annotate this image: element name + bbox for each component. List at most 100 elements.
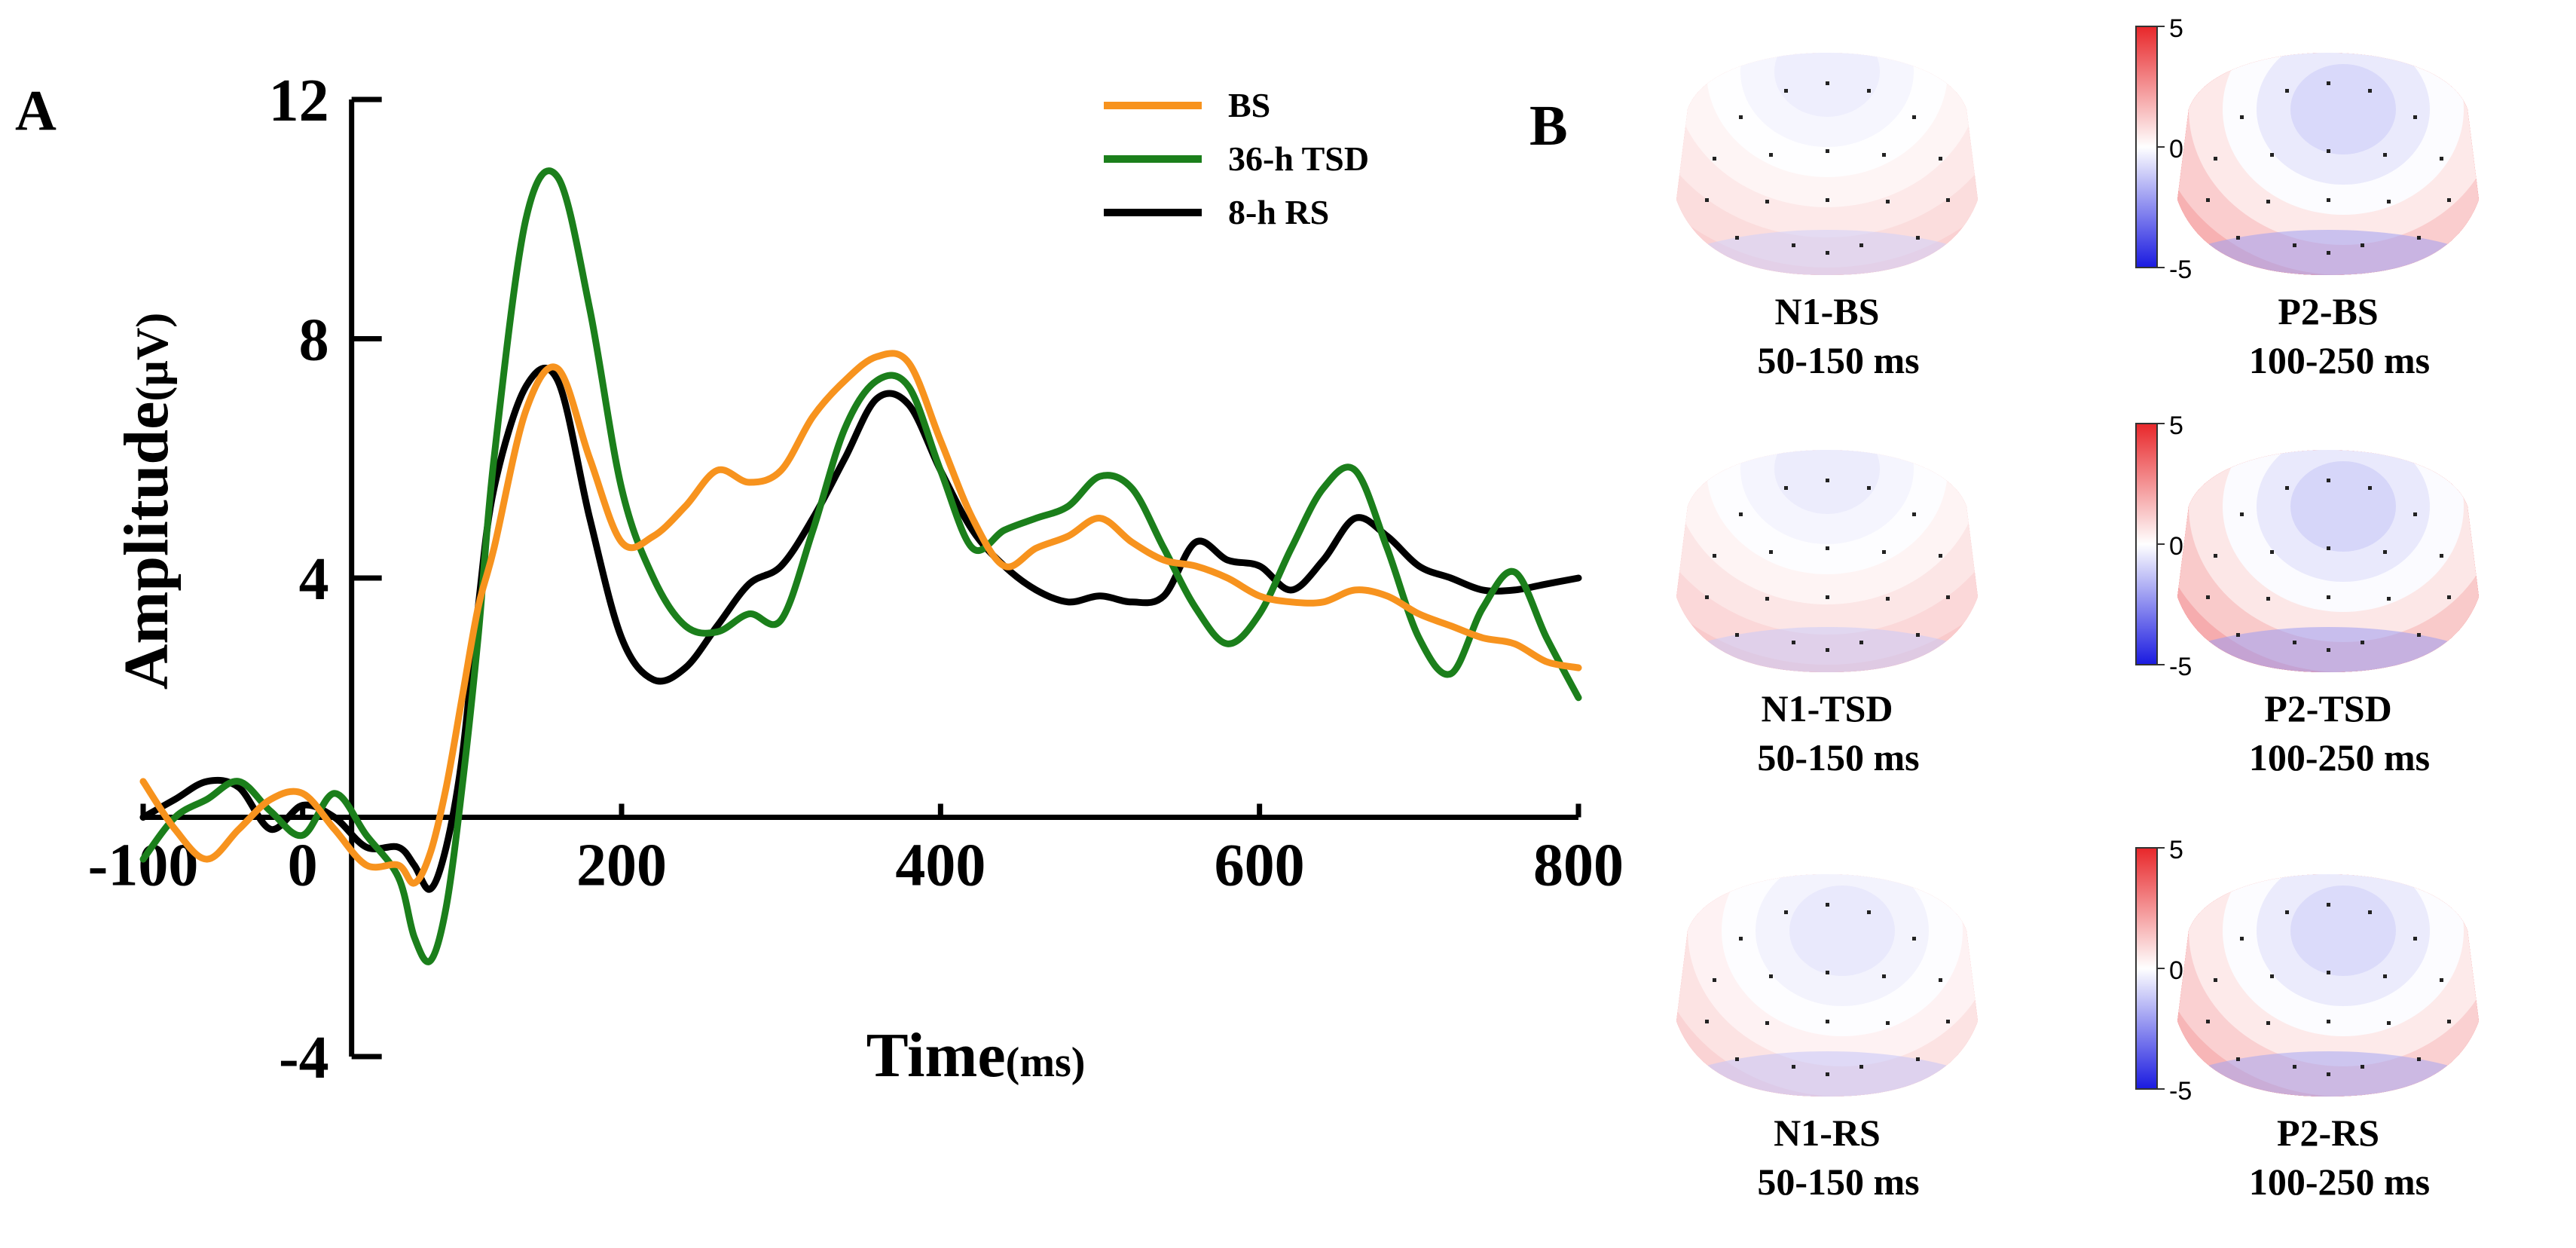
tick-marks: -4 4 8 12 -100 0 200 400 600 800 bbox=[88, 68, 1624, 1091]
topomap-n1-bs: 5 0 -5 N1-BS 50-150 ms bbox=[1676, 14, 2192, 381]
electrode-dot bbox=[2387, 1021, 2391, 1025]
x-tick-label: 400 bbox=[895, 833, 985, 899]
electrode-dot bbox=[2206, 595, 2210, 599]
topomap-band bbox=[1774, 450, 1880, 514]
topomap-band bbox=[2290, 886, 2396, 976]
electrode-dot bbox=[2293, 1065, 2296, 1069]
topomap-label: N1-RS bbox=[1774, 1112, 1881, 1154]
electrode-dot bbox=[2327, 149, 2330, 153]
electrode-dot bbox=[1946, 198, 1950, 202]
electrode-dot bbox=[2293, 243, 2296, 247]
electrode-dot bbox=[1912, 115, 1916, 119]
electrode-dot bbox=[2387, 597, 2391, 601]
electrode-dot bbox=[2440, 978, 2443, 982]
topomap-label: P2-RS bbox=[2277, 1112, 2379, 1154]
electrode-dot bbox=[2327, 595, 2330, 599]
topomap-field bbox=[1676, 450, 1978, 672]
electrode-dot bbox=[1826, 198, 1829, 202]
electrode-dot bbox=[1912, 937, 1916, 941]
electrode-dot bbox=[1765, 597, 1769, 601]
topomap-window: 100-250 ms bbox=[2249, 736, 2430, 778]
electrode-dot bbox=[2327, 251, 2330, 255]
electrode-dot bbox=[1735, 236, 1739, 240]
electrode-dot bbox=[2266, 1021, 2270, 1025]
electrode-dot bbox=[1826, 149, 1829, 153]
electrode-dot bbox=[2266, 200, 2270, 203]
electrode-dot bbox=[1735, 633, 1739, 637]
electrode-dot bbox=[2361, 641, 2364, 644]
electrode-dot bbox=[2240, 512, 2244, 516]
x-tick-label: 800 bbox=[1533, 833, 1624, 899]
electrode-dot bbox=[2327, 81, 2330, 85]
topomap-window: 100-250 ms bbox=[2249, 339, 2430, 381]
x-axis-unit: (ms) bbox=[1006, 1039, 1086, 1086]
topomap-label: N1-BS bbox=[1775, 290, 1880, 332]
electrode-dot bbox=[2214, 978, 2217, 982]
electrode-dot bbox=[1826, 595, 1829, 599]
electrode-dot bbox=[1765, 200, 1769, 203]
series-line-rs bbox=[139, 365, 1582, 893]
electrode-dot bbox=[2327, 1020, 2330, 1023]
electrode-dot bbox=[2387, 200, 2391, 203]
electrode-dot bbox=[1735, 1057, 1739, 1061]
electrode-dot bbox=[1713, 978, 1716, 982]
electrode-dot bbox=[1867, 89, 1871, 93]
electrode-dot bbox=[1886, 1021, 1890, 1025]
electrode-dot bbox=[2413, 512, 2417, 516]
series-line-tsd bbox=[139, 167, 1582, 965]
electrode-dot bbox=[1769, 974, 1773, 978]
electrode-dot bbox=[2447, 1020, 2451, 1023]
electrode-dot bbox=[1912, 512, 1916, 516]
panel-a-label: A bbox=[15, 79, 57, 142]
series-lines bbox=[139, 167, 1582, 965]
electrode-dot bbox=[1859, 243, 1863, 247]
topomap-label: P2-TSD bbox=[2264, 687, 2391, 730]
electrode-dot bbox=[2383, 550, 2387, 554]
electrode-dot bbox=[1784, 486, 1788, 490]
electrode-dot bbox=[1739, 937, 1743, 941]
electrode-dot bbox=[2327, 546, 2330, 550]
electrode-dot bbox=[1939, 554, 1942, 558]
electrode-dot bbox=[1882, 974, 1886, 978]
electrode-dot bbox=[1882, 153, 1886, 157]
electrode-dot bbox=[1946, 595, 1950, 599]
electrode-dot bbox=[2368, 486, 2372, 490]
electrode-dot bbox=[1859, 641, 1863, 644]
topomap-window: 50-150 ms bbox=[1757, 1161, 1919, 1203]
electrode-dot bbox=[1826, 81, 1829, 85]
x-tick-label: 200 bbox=[576, 833, 667, 899]
electrode-dot bbox=[2236, 236, 2240, 240]
x-tick-label: 600 bbox=[1215, 833, 1305, 899]
electrode-dot bbox=[2327, 1072, 2330, 1076]
electrode-dot bbox=[1916, 633, 1920, 637]
electrode-dot bbox=[1826, 903, 1829, 907]
colorbar-tick-label: 0 bbox=[2169, 532, 2183, 561]
topomap-n1-tsd: 5 0 -5 N1-TSD 50-150 ms bbox=[1676, 411, 2192, 778]
electrode-dot bbox=[1784, 910, 1788, 914]
electrode-dot bbox=[1792, 243, 1795, 247]
electrode-dot bbox=[2361, 243, 2364, 247]
colorbar-tick-label: 5 bbox=[2169, 411, 2183, 440]
electrode-dot bbox=[2270, 153, 2274, 157]
electrode-dot bbox=[1713, 554, 1716, 558]
colorbar-tick-label: -5 bbox=[2169, 653, 2192, 681]
electrode-dot bbox=[1939, 157, 1942, 161]
colorbar bbox=[2135, 423, 2158, 665]
colorbar bbox=[2135, 847, 2158, 1090]
electrode-dot bbox=[1867, 486, 1871, 490]
electrode-dot bbox=[1886, 200, 1890, 203]
panel-b-label: B bbox=[1529, 94, 1568, 158]
topomap-band bbox=[1774, 53, 1880, 117]
electrode-dot bbox=[2236, 1057, 2240, 1061]
electrode-dot bbox=[1916, 1057, 1920, 1061]
electrode-dot bbox=[2214, 157, 2217, 161]
electrode-dot bbox=[2240, 115, 2244, 119]
topomap-label: P2-BS bbox=[2278, 290, 2378, 332]
electrode-dot bbox=[2206, 1020, 2210, 1023]
x-axis-title: Time(ms) bbox=[866, 1020, 1086, 1090]
colorbar-tick-label: 0 bbox=[2169, 135, 2183, 164]
electrode-dot bbox=[2361, 1065, 2364, 1069]
